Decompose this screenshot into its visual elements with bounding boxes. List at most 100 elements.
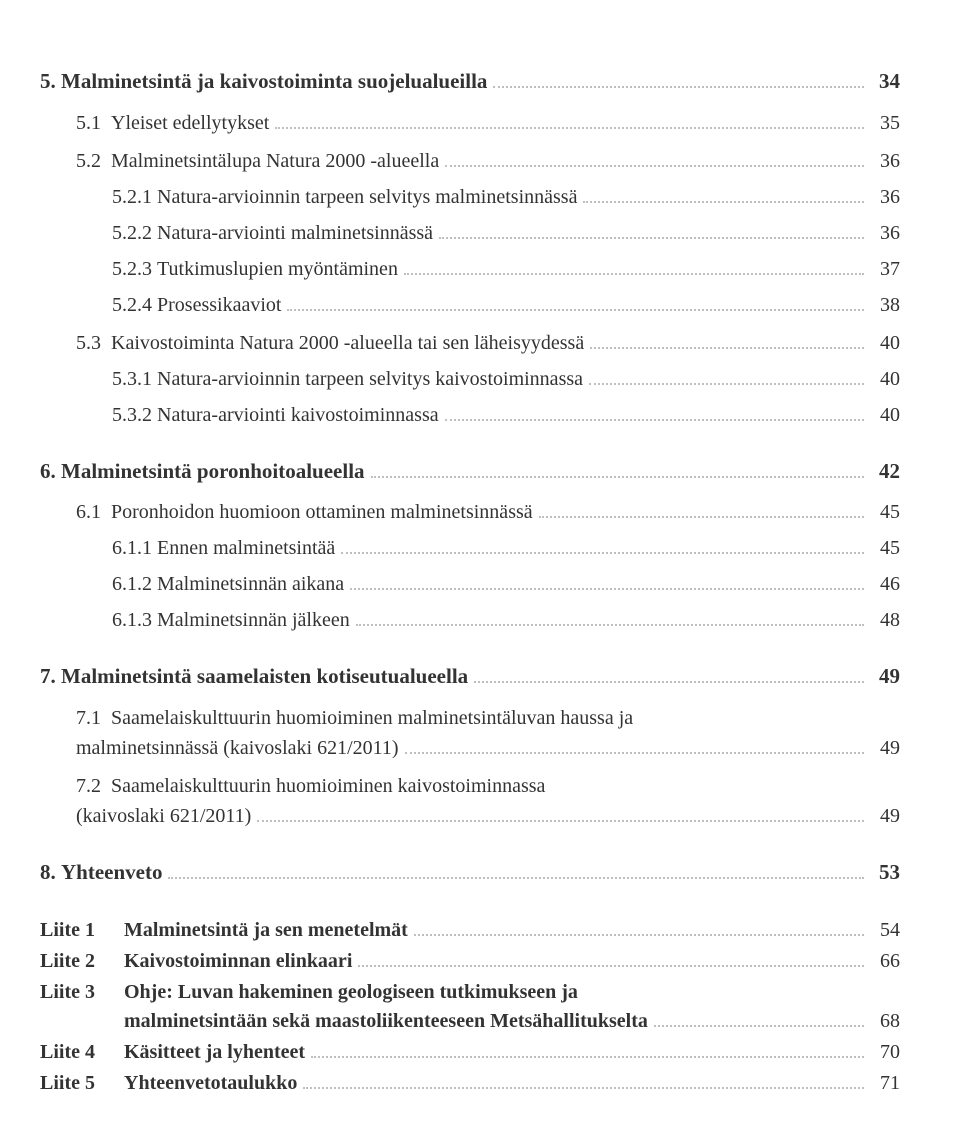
- appendix-key: Liite 4: [40, 1038, 124, 1067]
- appendix-key: Liite 2: [40, 947, 124, 976]
- toc-page: 34: [870, 66, 900, 98]
- toc-leader: [287, 293, 864, 311]
- toc-label-line2: (kaivoslaki 621/2011): [76, 801, 251, 831]
- toc-entry: 7. Malminetsintä saamelaisten kotiseutua…: [40, 661, 900, 693]
- toc-page: 36: [870, 218, 900, 248]
- toc-entry: 5.2.3 Tutkimuslupien myöntäminen 37: [40, 254, 900, 284]
- toc-page: 40: [870, 364, 900, 394]
- toc-entry: 7.2 Saamelaiskulttuurin huomioiminen kai…: [40, 771, 900, 831]
- appendix-page: 68: [870, 1007, 900, 1036]
- toc-entry: 6.1 Poronhoidon huomioon ottaminen malmi…: [40, 497, 900, 527]
- toc-label: 5.2.4 Prosessikaaviot: [112, 290, 281, 320]
- toc-page: 40: [870, 400, 900, 430]
- toc-leader: [405, 736, 864, 754]
- toc-leader: [445, 403, 864, 421]
- appendix-leader: [414, 918, 864, 936]
- appendix-page: 54: [870, 916, 900, 945]
- toc-page: 35: [870, 108, 900, 138]
- toc-entry: 5.2.4 Prosessikaaviot 38: [40, 290, 900, 320]
- toc-leader: [371, 459, 864, 478]
- toc-label: 5.2.2 Natura-arviointi malminetsinnässä: [112, 218, 433, 248]
- appendix-title: Käsitteet ja lyhenteet: [124, 1038, 305, 1067]
- toc-leader: [341, 536, 864, 554]
- toc-entry: 5.3.2 Natura-arviointi kaivostoiminnassa…: [40, 400, 900, 430]
- toc-label: 8. Yhteenveto: [40, 857, 162, 889]
- appendix-title-line1: Ohje: Luvan hakeminen geologiseen tutkim…: [124, 978, 900, 1007]
- toc-entry: 5.3 Kaivostoiminta Natura 2000 -alueella…: [40, 328, 900, 358]
- toc-page: 49: [870, 661, 900, 693]
- toc-leader: [168, 860, 864, 879]
- toc-page: 42: [870, 456, 900, 488]
- toc-label: 5.2 Malminetsintälupa Natura 2000 -aluee…: [76, 146, 439, 176]
- toc-page: 37: [870, 254, 900, 284]
- toc-page: 53: [870, 857, 900, 889]
- toc-leader: [404, 257, 864, 275]
- appendix-entry: Liite 1Malminetsintä ja sen menetelmät 54: [40, 916, 900, 945]
- toc-label: 5.2.1 Natura-arvioinnin tarpeen selvitys…: [112, 182, 577, 212]
- appendix-leader: [358, 949, 864, 967]
- toc-label: 6.1.3 Malminetsinnän jälkeen: [112, 605, 350, 635]
- toc-page: 38: [870, 290, 900, 320]
- toc-entry: 5.3.1 Natura-arvioinnin tarpeen selvitys…: [40, 364, 900, 394]
- appendix-page: 70: [870, 1038, 900, 1067]
- appendix-entry: Liite 5Yhteenvetotaulukko 71: [40, 1069, 900, 1098]
- toc-leader: [474, 664, 864, 683]
- appendix-entry: Liite 2Kaivostoiminnan elinkaari 66: [40, 947, 900, 976]
- appendix-title: Yhteenvetotaulukko: [124, 1069, 297, 1098]
- toc-leader: [356, 608, 864, 626]
- toc-label: 5.2.3 Tutkimuslupien myöntäminen: [112, 254, 398, 284]
- toc-page: 46: [870, 569, 900, 599]
- toc-label: 5.3.1 Natura-arvioinnin tarpeen selvitys…: [112, 364, 583, 394]
- toc-entry: 5.2.2 Natura-arviointi malminetsinnässä 3…: [40, 218, 900, 248]
- toc-label: 5.3.2 Natura-arviointi kaivostoiminnassa: [112, 400, 439, 430]
- toc-label: 6.1.2 Malminetsinnän aikana: [112, 569, 344, 599]
- toc-entry: 6.1.2 Malminetsinnän aikana 46: [40, 569, 900, 599]
- toc-page: 48: [870, 605, 900, 635]
- toc-label: 6. Malminetsintä poronhoitoalueella: [40, 456, 365, 488]
- toc-entry: 5.2 Malminetsintälupa Natura 2000 -aluee…: [40, 146, 900, 176]
- toc-entry: 6.1.1 Ennen malminetsintää 45: [40, 533, 900, 563]
- toc-label: 6.1 Poronhoidon huomioon ottaminen malmi…: [76, 497, 533, 527]
- toc-page: 40: [870, 328, 900, 358]
- toc-label: 5.1 Yleiset edellytykset: [76, 108, 269, 138]
- toc-leader: [275, 111, 864, 129]
- appendix-leader: [311, 1040, 864, 1058]
- toc-label-line1: 7.2 Saamelaiskulttuurin huomioiminen kai…: [76, 771, 900, 801]
- appendix-key: Liite 5: [40, 1069, 124, 1098]
- toc-label: 5.3 Kaivostoiminta Natura 2000 -alueella…: [76, 328, 584, 358]
- appendix-title-line2: malminetsintään sekä maastoliikenteeseen…: [124, 1007, 648, 1036]
- toc-entry: 7.1 Saamelaiskulttuurin huomioiminen mal…: [40, 703, 900, 763]
- toc-leader: [589, 367, 864, 385]
- appendix-entry: Liite 4Käsitteet ja lyhenteet 70: [40, 1038, 900, 1067]
- toc-entry: 6.1.3 Malminetsinnän jälkeen 48: [40, 605, 900, 635]
- toc-label: 6.1.1 Ennen malminetsintää: [112, 533, 335, 563]
- toc-page: 45: [870, 533, 900, 563]
- toc-leader: [493, 69, 864, 88]
- toc-leader: [539, 500, 864, 518]
- toc-entry: 5. Malminetsintä ja kaivostoiminta suoje…: [40, 66, 900, 98]
- appendix-page: 71: [870, 1069, 900, 1098]
- toc-page: 49: [870, 801, 900, 831]
- toc-page: 36: [870, 182, 900, 212]
- toc-label: 5. Malminetsintä ja kaivostoiminta suoje…: [40, 66, 487, 98]
- toc-label: 7. Malminetsintä saamelaisten kotiseutua…: [40, 661, 468, 693]
- toc-leader: [583, 185, 864, 203]
- appendix-title: Malminetsintä ja sen menetelmät: [124, 916, 408, 945]
- toc-label-line2: malminetsinnässä (kaivoslaki 621/2011): [76, 733, 399, 763]
- toc-leader: [350, 572, 864, 590]
- appendix-entry: Liite 3Ohje: Luvan hakeminen geologiseen…: [40, 978, 900, 1036]
- toc-entry: 6. Malminetsintä poronhoitoalueella 42: [40, 456, 900, 488]
- appendix-key: Liite 1: [40, 916, 124, 945]
- toc-entry: 5.1 Yleiset edellytykset 35: [40, 108, 900, 138]
- table-of-contents: 5. Malminetsintä ja kaivostoiminta suoje…: [40, 66, 900, 888]
- toc-page: 49: [870, 733, 900, 763]
- toc-leader: [590, 331, 864, 349]
- toc-leader: [439, 221, 864, 239]
- appendix-leader: [303, 1071, 864, 1089]
- appendix-title: Kaivostoiminnan elinkaari: [124, 947, 352, 976]
- appendix-leader: [654, 1009, 864, 1027]
- toc-entry: 8. Yhteenveto 53: [40, 857, 900, 889]
- toc-page: 36: [870, 146, 900, 176]
- appendix-page: 66: [870, 947, 900, 976]
- toc-label-line1: 7.1 Saamelaiskulttuurin huomioiminen mal…: [76, 703, 900, 733]
